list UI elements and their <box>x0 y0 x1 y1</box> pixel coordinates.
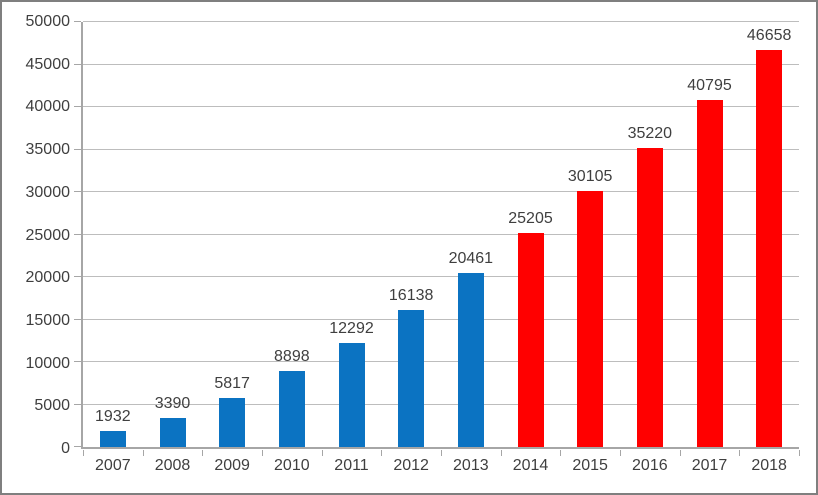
gridline <box>83 63 799 65</box>
x-axis-tick <box>142 450 144 456</box>
gridline <box>83 191 799 192</box>
bar-value-label: 5817 <box>214 374 250 392</box>
y-axis-tick <box>74 446 81 447</box>
bar-value-label: 46658 <box>746 27 792 45</box>
x-axis-tick <box>679 450 681 456</box>
x-axis-tick <box>620 450 621 456</box>
y-axis-tick <box>74 276 81 277</box>
bar-2012 <box>398 309 425 447</box>
x-axis-tick <box>441 450 442 456</box>
y-axis-tick <box>74 21 81 22</box>
x-axis-tick <box>799 450 800 456</box>
x-tick-label: 2011 <box>334 457 369 474</box>
y-tick-label: 40000 <box>25 98 71 116</box>
x-tick-label: 2015 <box>572 457 608 474</box>
x-tick-label: 2008 <box>154 457 191 474</box>
x-tick-label: 2013 <box>453 457 489 474</box>
bar-value-label: 30105 <box>567 168 613 186</box>
x-axis-tick <box>83 450 84 456</box>
gridline <box>83 403 799 405</box>
bar-2010 <box>278 371 305 447</box>
bar-2014 <box>517 232 544 447</box>
bar-2013 <box>457 273 484 447</box>
y-axis-tick <box>74 191 81 192</box>
y-tick-label: 30000 <box>25 183 71 201</box>
bar-value-label: 35220 <box>627 124 673 142</box>
gridline <box>83 276 799 277</box>
y-axis-tick <box>74 233 81 235</box>
y-axis: 0 5000 10000 15000 20000 25000 30000 35000 40000… <box>2 13 71 457</box>
y-tick-label: 25000 <box>25 226 71 244</box>
gridline <box>83 361 799 362</box>
y-tick-label: 45000 <box>25 55 71 73</box>
bar-2009 <box>219 397 246 447</box>
x-axis-tick <box>739 450 741 456</box>
gridline <box>83 318 799 320</box>
y-tick-label: 5000 <box>34 397 70 415</box>
x-tick-label: 2010 <box>274 457 310 474</box>
y-tick-label: 50000 <box>25 13 71 30</box>
x-tick-label: 2007 <box>95 457 131 474</box>
bar-value-label: 25205 <box>508 209 553 227</box>
x-tick-label: 2016 <box>632 457 668 474</box>
bar-2008 <box>159 418 186 447</box>
gridline <box>83 233 799 235</box>
y-axis-tick <box>74 361 81 362</box>
gridline <box>83 21 799 22</box>
x-axis-tick <box>381 450 383 456</box>
plot-area: 1932 3390 5817 8898 12292 16138 20461 25205 3010… <box>74 21 800 456</box>
x-axis: 2007 2008 2009 2010 2011 2012 2013 2014 2015 2016… <box>83 456 799 480</box>
bar-2007 <box>99 430 126 447</box>
bar-2017 <box>696 100 723 447</box>
y-tick-label: 15000 <box>25 311 71 329</box>
bar-2011 <box>338 342 365 447</box>
y-axis-tick <box>74 148 81 150</box>
x-tick-label: 2017 <box>691 457 728 474</box>
bar-2018 <box>756 50 783 447</box>
x-axis-tick <box>560 450 562 456</box>
y-axis-tick <box>74 403 81 405</box>
y-axis-tick <box>74 106 81 107</box>
bar-value-label: 16138 <box>388 286 434 304</box>
y-tick-label: 20000 <box>25 269 71 287</box>
y-axis-tick <box>74 318 81 320</box>
y-tick-label: 0 <box>61 440 70 457</box>
y-tick-label: 10000 <box>25 354 71 372</box>
x-tick-label: 2012 <box>393 457 429 474</box>
bar-value-label: 12292 <box>329 319 374 337</box>
bar-value-label: 40795 <box>687 77 732 95</box>
bar-value-label: 1932 <box>95 407 131 425</box>
bar-value-label: 8898 <box>274 348 310 366</box>
x-axis-tick <box>202 450 204 456</box>
gridline <box>83 148 799 150</box>
bar-2015 <box>577 191 604 447</box>
bar-value-label: 20461 <box>448 250 494 268</box>
bar-value-label: 3390 <box>154 395 191 413</box>
x-tick-label: 2018 <box>751 457 787 474</box>
x-axis-tick <box>321 450 323 456</box>
x-axis-tick <box>500 450 502 456</box>
x-tick-label: 2009 <box>214 457 250 474</box>
y-axis-tick <box>74 63 81 65</box>
x-tick-label: 2014 <box>512 457 549 474</box>
bar-2016 <box>636 147 663 447</box>
y-tick-label: 35000 <box>25 141 71 159</box>
x-axis-tick <box>262 450 263 456</box>
gridline <box>83 106 799 107</box>
